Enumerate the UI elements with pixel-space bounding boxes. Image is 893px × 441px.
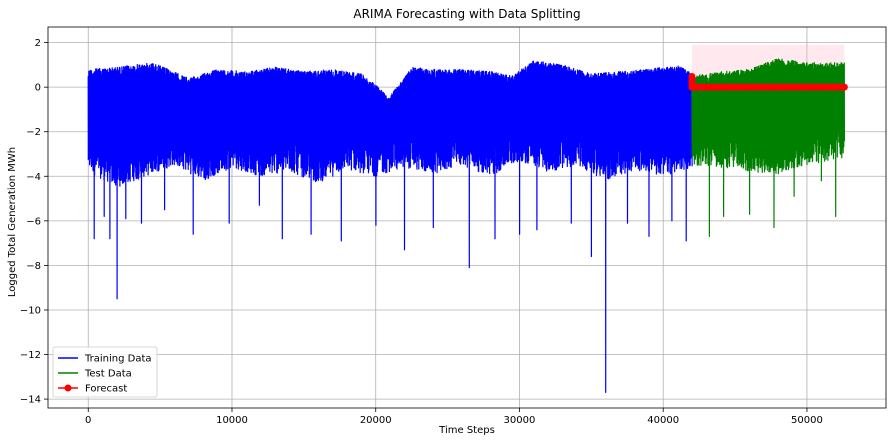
y-tick-label: −2	[26, 127, 41, 138]
x-tick-label: 30000	[504, 415, 536, 426]
y-tick-label: 0	[35, 83, 41, 94]
legend-label: Forecast	[85, 384, 127, 395]
y-tick-label: −8	[26, 261, 41, 272]
y-tick-label: −10	[20, 305, 41, 316]
x-tick-label: 0	[85, 415, 91, 426]
y-tick-label: −12	[20, 350, 41, 361]
series-layer	[87, 58, 848, 393]
y-tick-label: −6	[26, 216, 41, 227]
x-tick-label: 50000	[791, 415, 823, 426]
x-tick-label: 40000	[647, 415, 679, 426]
legend: Training Data Test Data Forecast	[52, 346, 158, 398]
y-tick-label: −14	[20, 395, 41, 406]
x-tick-label: 20000	[360, 415, 392, 426]
x-axis-label: Time Steps	[438, 425, 495, 436]
forecast-point	[840, 83, 848, 91]
x-tick-label: 10000	[216, 415, 248, 426]
y-axis-label: Logged Total Generation MWh	[7, 147, 18, 297]
test-data-line	[691, 58, 845, 237]
y-tick-label: −4	[26, 172, 41, 183]
chart-title: ARIMA Forecasting with Data Splitting	[353, 7, 580, 21]
y-tick-label: 2	[35, 38, 41, 49]
legend-label: Training Data	[84, 354, 152, 365]
legend-marker	[64, 384, 72, 392]
legend-box	[52, 346, 158, 398]
plot-frame	[47, 26, 887, 409]
forecast-point	[688, 72, 696, 80]
legend-label: Test Data	[84, 369, 132, 380]
training-data-line	[87, 60, 693, 393]
ticks: 0 10000 20000 30000 40000 50000 −14 −12 −10 −8 −6 −…	[20, 38, 823, 426]
